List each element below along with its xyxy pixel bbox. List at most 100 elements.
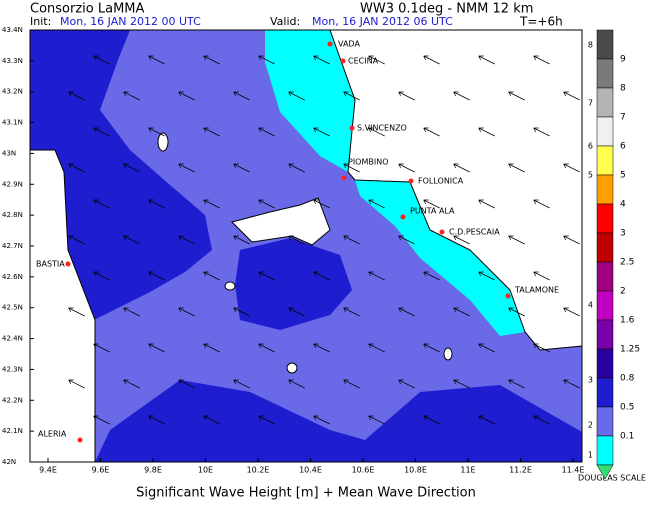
lat-label: 43.4N <box>2 26 23 34</box>
town <box>505 293 511 299</box>
lat-label: 42.2N <box>2 396 23 404</box>
legend-box <box>596 232 614 263</box>
scale-title: DOUGLAS SCALE <box>578 474 646 483</box>
arrow <box>313 271 330 281</box>
sea-cyan <box>355 180 525 336</box>
legend-box <box>596 348 614 379</box>
arrow <box>343 307 360 317</box>
map-area <box>29 29 583 463</box>
island <box>224 281 236 291</box>
town-label: ALERIA <box>38 430 67 439</box>
institute: Consorzio LaMMA <box>30 2 145 17</box>
arrow <box>178 235 195 245</box>
town <box>400 214 406 220</box>
legend-box <box>596 29 614 60</box>
arrow <box>453 307 470 317</box>
arrow <box>368 55 385 65</box>
town-label: C.D.PESCAIA <box>449 228 500 237</box>
arrow <box>68 307 85 317</box>
town <box>65 261 71 267</box>
town-label: BASTIA <box>36 260 65 269</box>
arrow <box>453 235 470 245</box>
height-label: 8 <box>620 84 626 94</box>
town-label: FOLLONICA <box>418 177 464 186</box>
arrow <box>233 91 250 101</box>
elba <box>231 197 331 246</box>
arrow <box>233 307 250 317</box>
lat-label: 42N <box>2 458 16 466</box>
arrow <box>368 271 385 281</box>
douglas-label: 7 <box>588 99 593 108</box>
sea-dark <box>235 238 352 330</box>
arrow <box>533 199 550 209</box>
legend-box <box>596 203 614 234</box>
height-label: 7 <box>620 113 626 123</box>
town <box>439 229 445 235</box>
arrow <box>233 163 250 173</box>
init-time: Mon, 16 JAN 2012 00 UTC <box>60 15 201 28</box>
lat-label: 42.8N <box>2 211 23 219</box>
arrow <box>258 415 275 425</box>
legend-box <box>596 377 614 408</box>
legend-box <box>596 406 614 437</box>
lon-label: 9.4E <box>39 466 57 475</box>
arrow <box>258 55 275 65</box>
lat-label: 42.6N <box>2 273 23 281</box>
lon-label: 9.6E <box>92 466 110 475</box>
arrow <box>313 415 330 425</box>
douglas-label: 3 <box>588 376 593 385</box>
height-label: 0.1 <box>620 432 634 442</box>
arrow <box>148 127 165 137</box>
lon-label: 10.4E <box>299 466 322 475</box>
arrow <box>93 343 110 353</box>
arrow <box>203 415 220 425</box>
lat-label: 42.4N <box>2 335 23 343</box>
lon-label: 11E <box>460 466 475 475</box>
height-label: 5 <box>620 171 626 181</box>
arrows <box>68 55 580 425</box>
height-label: 2.5 <box>620 258 634 268</box>
town-label: PUNTA ALA <box>410 207 455 216</box>
arrow <box>453 91 470 101</box>
town <box>341 175 347 181</box>
arrow <box>258 199 275 209</box>
arrow <box>258 271 275 281</box>
legend-arrow <box>596 464 614 480</box>
arrow <box>453 379 470 389</box>
arrow <box>178 379 195 389</box>
arrow <box>508 163 525 173</box>
lat-label: 42.5N <box>2 304 23 312</box>
arrow <box>68 379 85 389</box>
legend-box <box>596 261 614 292</box>
arrow <box>533 127 550 137</box>
arrow <box>313 199 330 209</box>
town-label: PIOMBINO <box>348 158 389 167</box>
lat-label: 43.1N <box>2 119 23 127</box>
arrow <box>423 415 440 425</box>
arrow <box>533 415 550 425</box>
sea-dark <box>95 380 582 462</box>
arrow <box>123 91 140 101</box>
arrow <box>368 415 385 425</box>
lead-time: T=+6h <box>519 15 563 29</box>
douglas-label: 6 <box>588 142 593 151</box>
island <box>286 362 298 374</box>
douglas-label: 8 <box>588 41 593 50</box>
sea-cyan <box>265 30 355 172</box>
lon-label: 10.6E <box>352 466 375 475</box>
arrow <box>563 163 580 173</box>
arrow <box>368 343 385 353</box>
legend-box <box>596 145 614 176</box>
arrow <box>68 91 85 101</box>
height-label: 2 <box>620 287 626 297</box>
arrow <box>478 271 495 281</box>
arrow <box>178 307 195 317</box>
arrow <box>478 415 495 425</box>
town <box>327 41 333 47</box>
height-label: 0.5 <box>620 403 634 413</box>
lat-label: 43.3N <box>2 57 23 65</box>
height-label: 1.6 <box>620 316 635 326</box>
town <box>77 437 83 443</box>
valid-time: Mon, 16 JAN 2012 06 UTC <box>312 15 453 28</box>
